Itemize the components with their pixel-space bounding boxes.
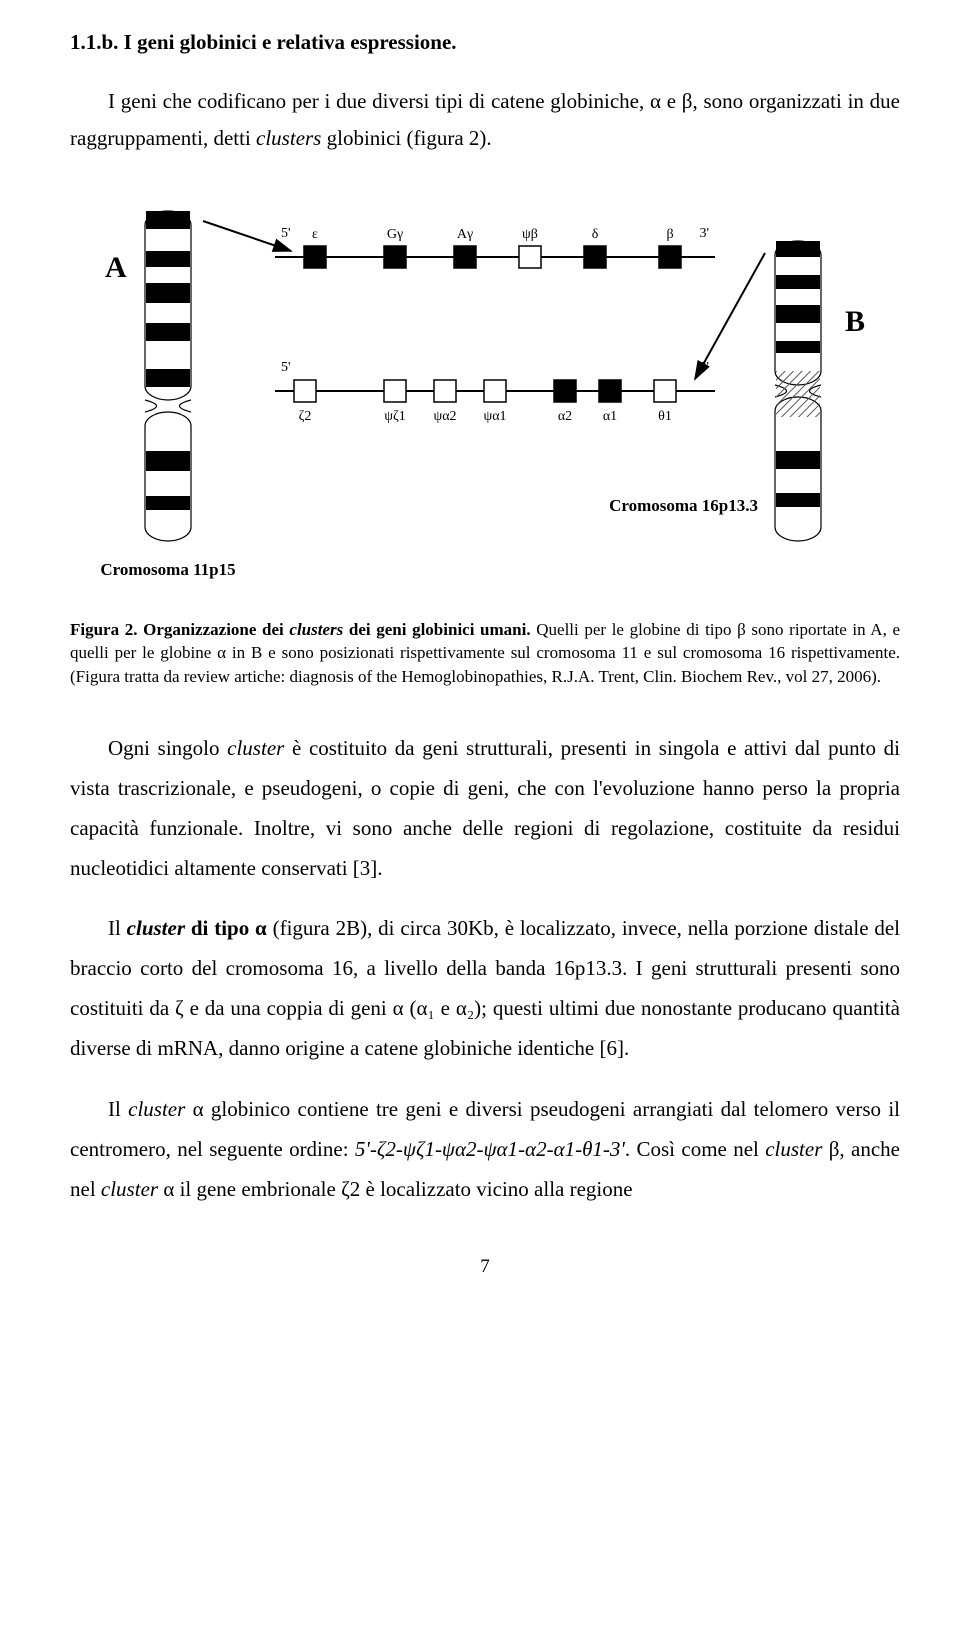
p2-a: Il <box>108 916 127 940</box>
p3-g: cluster <box>101 1177 158 1201</box>
svg-text:A: A <box>105 251 127 284</box>
p3-a: Il <box>108 1097 128 1121</box>
p2-c: di tipo α <box>185 916 267 940</box>
p1-b: cluster <box>227 736 284 760</box>
svg-text:Aγ: Aγ <box>457 227 473 242</box>
p2-b: cluster <box>127 916 185 940</box>
p3-d: . Così come nel <box>625 1137 765 1161</box>
svg-text:α1: α1 <box>603 409 617 424</box>
figure-caption: Figura 2. Organizzazione dei clusters de… <box>70 618 900 689</box>
svg-text:ζ2: ζ2 <box>299 409 312 424</box>
svg-text:ψα1: ψα1 <box>483 409 506 424</box>
svg-text:B: B <box>845 305 865 338</box>
paragraph-2: Il cluster di tipo α (figura 2B), di cir… <box>70 909 900 1069</box>
caption-lead-italic: clusters <box>289 620 343 639</box>
section-heading: 1.1.b. I geni globinici e relativa espre… <box>70 30 900 55</box>
svg-text:θ1: θ1 <box>658 409 672 424</box>
p3-e: cluster <box>765 1137 822 1161</box>
svg-text:5': 5' <box>281 226 291 241</box>
caption-lead-b: dei geni globinici umani. <box>343 620 530 639</box>
page-number: 7 <box>70 1256 900 1278</box>
intro-italic: clusters <box>256 126 321 150</box>
caption-lead-a: Figura 2. Organizzazione dei <box>70 620 289 639</box>
p3-h: α il gene embrionale ζ2 è localizzato vi… <box>158 1177 633 1201</box>
svg-text:Cromosoma 16p13.3: Cromosoma 16p13.3 <box>609 496 758 515</box>
svg-text:Gγ: Gγ <box>387 227 403 242</box>
paragraph-3: Il cluster α globinico contiene tre geni… <box>70 1090 900 1210</box>
p3-seq: 5'-ζ2-ψζ1-ψα2-ψα1-α2-α1-θ1-3' <box>355 1137 625 1161</box>
intro-paragraph: I geni che codificano per i due diversi … <box>70 83 900 157</box>
p1-a: Ogni singolo <box>108 736 227 760</box>
figure-2: 5'3'εGγAγψβδβ5'3'ζ2ψζ1ψα2ψα1α2α1θ1ABCrom… <box>75 181 895 601</box>
intro-text-2: globinici (figura 2). <box>321 126 491 150</box>
svg-text:ψβ: ψβ <box>522 227 538 242</box>
svg-text:δ: δ <box>592 227 599 242</box>
svg-text:β: β <box>666 227 673 242</box>
svg-text:ψζ1: ψζ1 <box>384 409 406 424</box>
figure-svg: 5'3'εGγAγψβδβ5'3'ζ2ψζ1ψα2ψα1α2α1θ1ABCrom… <box>75 181 895 601</box>
svg-text:ε: ε <box>312 227 318 242</box>
svg-text:ψα2: ψα2 <box>433 409 456 424</box>
svg-text:Cromosoma 11p15: Cromosoma 11p15 <box>100 560 235 579</box>
svg-text:5': 5' <box>281 360 291 375</box>
p3-b: cluster <box>128 1097 185 1121</box>
caption-lead: Figura 2. Organizzazione dei clusters de… <box>70 620 536 639</box>
svg-text:3': 3' <box>699 226 709 241</box>
svg-text:α2: α2 <box>558 409 572 424</box>
paragraph-1: Ogni singolo cluster è costituito da gen… <box>70 729 900 889</box>
